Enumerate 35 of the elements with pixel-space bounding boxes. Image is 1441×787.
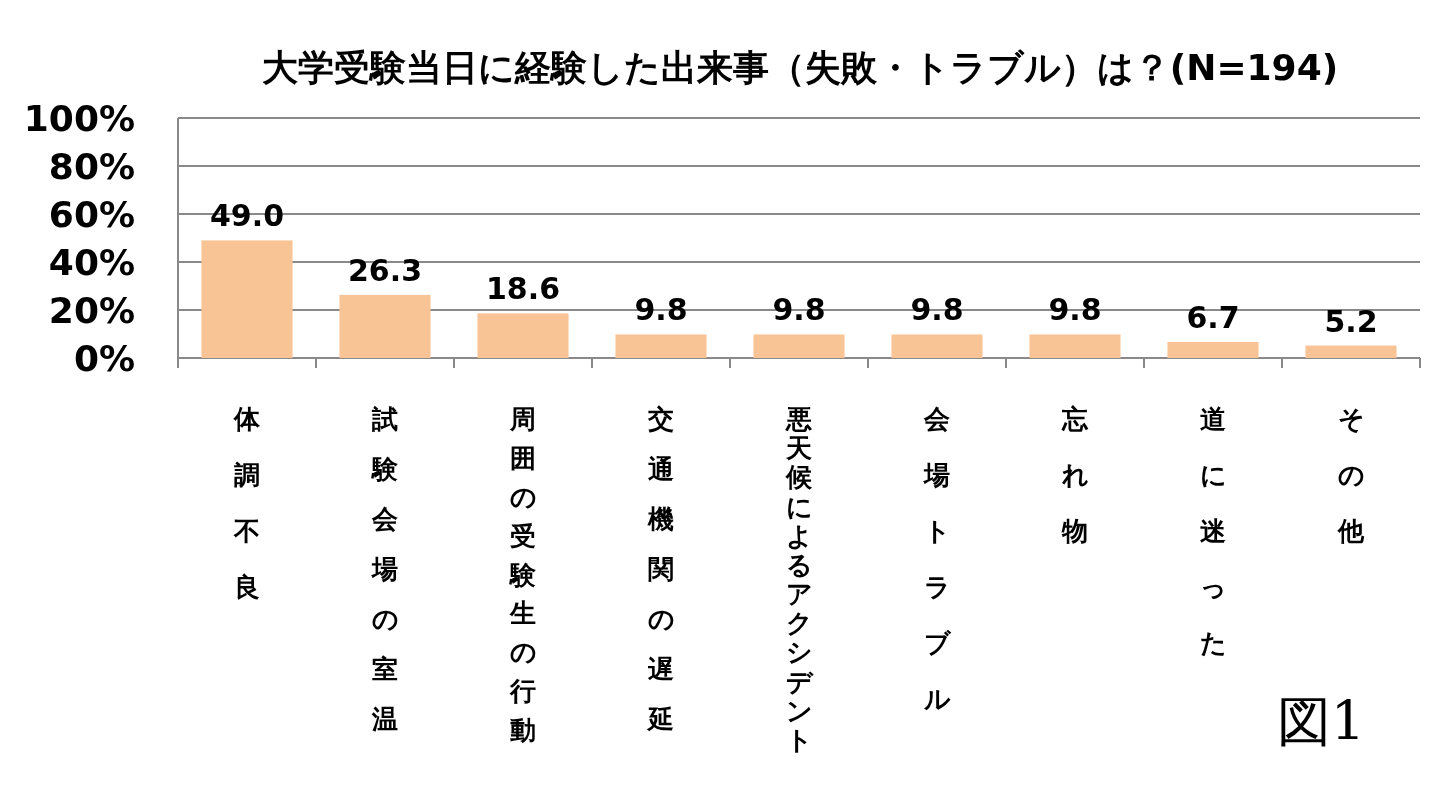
caption: 図1 <box>1276 690 1365 753</box>
x-tick-label: 道に迷った <box>1199 404 1227 658</box>
category-label: 周囲の受験生の行動 <box>509 404 537 746</box>
data-label: 6.7 <box>1186 299 1240 335</box>
x-tick-label: 会場トラブル <box>922 404 952 714</box>
data-label: 9.8 <box>634 292 688 328</box>
data-label: 5.2 <box>1324 303 1378 339</box>
data-label: 26.3 <box>347 252 423 288</box>
chart-title: 大学受験当日に経験した出来事（失敗・トラブル）は？(N=194) <box>261 47 1339 88</box>
data-label: 49.0 <box>209 198 285 234</box>
bar <box>201 240 293 358</box>
data-label: 9.8 <box>1048 292 1102 328</box>
y-tick-label: 0% <box>73 338 135 379</box>
data-label: 9.8 <box>772 292 826 328</box>
category-label: 悪天候によるアクシデント <box>785 404 813 755</box>
x-tick-label: 体調不良 <box>233 404 261 602</box>
y-tick-label: 20% <box>48 290 135 331</box>
x-tick-label: その他 <box>1337 404 1365 546</box>
bar <box>1167 341 1259 358</box>
bar <box>339 294 431 358</box>
x-tick-label: 試験会場の室温 <box>371 404 399 734</box>
y-tick-label: 80% <box>48 146 135 187</box>
y-tick-label: 100% <box>23 98 135 139</box>
x-tick-label: 交通機関の遅延 <box>646 404 675 734</box>
y-tick-label: 40% <box>48 242 135 283</box>
bar <box>1029 334 1121 358</box>
data-label: 9.8 <box>910 292 964 328</box>
bar <box>753 334 845 358</box>
y-tick-label: 60% <box>48 194 135 235</box>
data-label: 18.6 <box>485 271 561 307</box>
bar <box>891 334 983 358</box>
bar <box>1305 345 1397 358</box>
x-tick-label: 忘れ物 <box>1061 404 1089 546</box>
bar <box>615 334 707 358</box>
bar <box>477 313 569 358</box>
